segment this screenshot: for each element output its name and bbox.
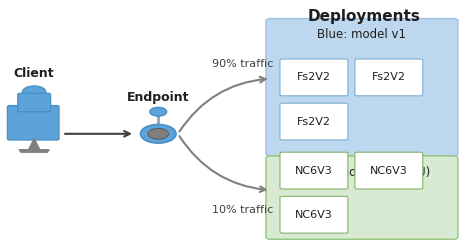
Circle shape [23,86,46,98]
Circle shape [148,128,169,139]
Polygon shape [19,150,49,152]
FancyBboxPatch shape [280,152,348,189]
Text: NC6V3: NC6V3 [370,166,408,176]
FancyBboxPatch shape [280,196,348,233]
Text: Client: Client [14,67,55,80]
Text: Green: model v2 (GPU): Green: model v2 (GPU) [294,166,430,179]
Text: Fs2V2: Fs2V2 [372,72,406,82]
FancyBboxPatch shape [8,106,59,140]
FancyBboxPatch shape [355,152,423,189]
Circle shape [150,107,167,116]
FancyBboxPatch shape [280,103,348,140]
FancyBboxPatch shape [266,19,458,156]
Text: Deployments: Deployments [308,9,421,24]
FancyBboxPatch shape [266,156,458,239]
FancyBboxPatch shape [18,93,50,112]
FancyBboxPatch shape [355,59,423,96]
Text: Fs2V2: Fs2V2 [297,117,331,126]
FancyBboxPatch shape [280,59,348,96]
Text: NC6V3: NC6V3 [295,166,333,176]
Text: Endpoint: Endpoint [127,91,189,104]
Text: Fs2V2: Fs2V2 [297,72,331,82]
Text: 90% traffic: 90% traffic [212,59,273,69]
Circle shape [140,124,176,143]
Text: Blue: model v1: Blue: model v1 [317,28,406,41]
Text: NC6V3: NC6V3 [295,210,333,220]
Polygon shape [29,139,40,150]
Text: 10% traffic: 10% traffic [212,205,273,215]
